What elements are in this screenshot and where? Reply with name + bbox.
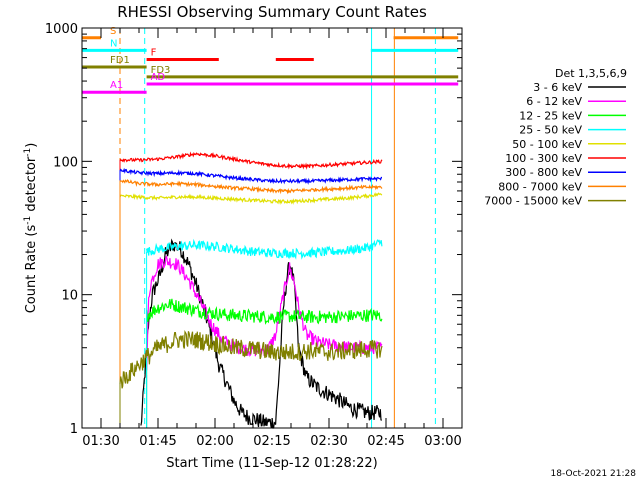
- flag-n: N: [82, 38, 459, 52]
- chart-title: RHESSI Observing Summary Count Rates: [117, 3, 427, 21]
- x-tick-label-2: 02:00: [196, 434, 233, 449]
- flag-label-3: FD1: [110, 55, 130, 66]
- flag-ad: AD: [146, 72, 459, 86]
- flag-label-1: N: [110, 38, 117, 49]
- series-3: [146, 238, 383, 428]
- series-line-2: [146, 298, 383, 325]
- footer-date: 18-Oct-2021 21:28: [551, 469, 637, 479]
- flag-label-0: S: [110, 26, 116, 37]
- flag-label-2: F: [151, 48, 157, 59]
- series-6: [119, 167, 382, 428]
- x-tick-label-3: 02:15: [253, 434, 290, 449]
- axes: 1 10 100 1000 01:30 01:45 02:00 02:15 02:30 02:45…: [45, 22, 463, 449]
- flag-f: F: [146, 48, 314, 62]
- x-tick-label-0: 01:30: [82, 434, 119, 449]
- y-tick-label-2: 100: [53, 155, 78, 170]
- series-line-5: [119, 151, 383, 170]
- series-line-3: [146, 238, 383, 260]
- flag-a1: A1: [82, 80, 147, 94]
- flag-label-6: A1: [110, 80, 123, 91]
- flag-fd1: FD1: [82, 55, 147, 69]
- series-0: [140, 238, 383, 429]
- series-line-0: [140, 238, 383, 429]
- series-line-6: [119, 167, 382, 185]
- series-layer: [119, 151, 383, 429]
- y-tick-label-0: 1: [70, 422, 78, 437]
- legend-label-0: 3 - 6 keV: [533, 81, 582, 94]
- legend-label-1: 6 - 12 keV: [526, 95, 582, 108]
- legend-title: Det 1,3,5,6,9: [555, 67, 627, 80]
- flag-label-4: FD3: [151, 65, 171, 76]
- legend-label-3: 25 - 50 keV: [519, 124, 582, 137]
- y-tick-label-3: 1000: [45, 22, 78, 37]
- series-2: [146, 298, 383, 428]
- y-axis-label: Count Rate (s-1 detector-1): [23, 143, 39, 314]
- x-tick-label-4: 02:30: [310, 434, 347, 449]
- x-tick-label-5: 02:45: [367, 434, 404, 449]
- legend-label-8: 7000 - 15000 keV: [484, 195, 582, 208]
- series-line-7: [119, 179, 383, 195]
- x-tick-label-1: 01:45: [139, 434, 176, 449]
- flag-s: S: [82, 26, 459, 40]
- y-tick-label-1: 10: [61, 289, 78, 304]
- x-axis-label: Start Time (11-Sep-12 01:28:22): [166, 456, 377, 471]
- series-5: [119, 151, 383, 428]
- legend-label-4: 50 - 100 keV: [512, 138, 582, 151]
- flag-label-5: AD: [151, 72, 166, 83]
- series-7: [119, 179, 383, 428]
- flag-fd3: FD3: [146, 65, 459, 79]
- legend-label-2: 12 - 25 keV: [519, 109, 582, 122]
- series-8: [119, 329, 383, 428]
- legend-label-7: 800 - 7000 keV: [498, 180, 582, 193]
- series-line-8: [119, 329, 383, 389]
- legend-label-6: 300 - 800 keV: [505, 166, 582, 179]
- legend-label-5: 100 - 300 keV: [505, 152, 582, 165]
- x-tick-label-6: 03:00: [424, 434, 461, 449]
- series-line-4: [119, 192, 383, 206]
